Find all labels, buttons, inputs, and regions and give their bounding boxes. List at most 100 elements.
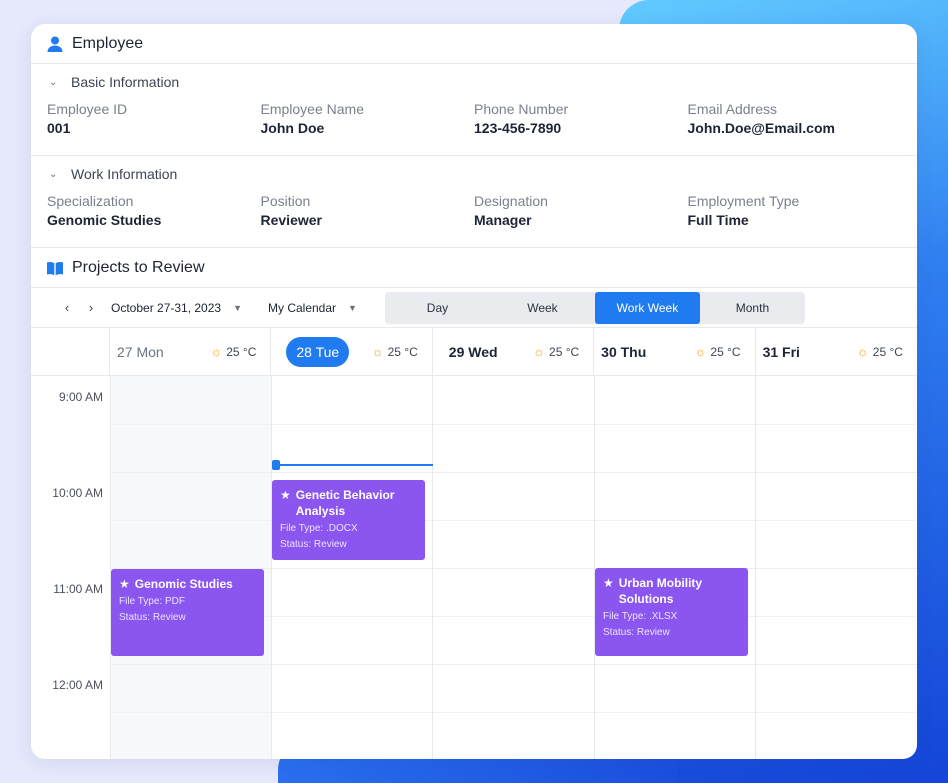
field-value: 123-456-7890 bbox=[474, 120, 562, 136]
day-label: 29 Wed bbox=[448, 343, 498, 360]
field-email-address: Email Address John.Doe@Email.com bbox=[688, 100, 902, 155]
weather: ☼ 25 °C bbox=[694, 344, 740, 359]
field-employee-name: Employee Name John Doe bbox=[261, 100, 475, 155]
field-employment-type: Employment Type Full Time bbox=[688, 192, 902, 247]
view-week-button[interactable]: Week bbox=[527, 300, 558, 315]
work-info-heading: Work Information bbox=[71, 166, 178, 182]
temperature: 25 °C bbox=[226, 344, 257, 359]
event-status: Status: Review bbox=[119, 612, 186, 623]
field-label: Phone Number bbox=[474, 101, 569, 117]
weather: ☼ 25 °C bbox=[857, 344, 903, 359]
grid-line bbox=[110, 712, 917, 713]
time-label: 9:00 AM bbox=[58, 390, 103, 404]
grid-line bbox=[110, 664, 917, 665]
prev-button[interactable]: ‹ bbox=[64, 300, 70, 315]
star-icon: ★ bbox=[603, 576, 614, 590]
employee-card: Employee ⌄ Basic Information Employee ID… bbox=[31, 24, 917, 759]
day-label-today: 28 Tue bbox=[286, 336, 350, 367]
calendar: 27 Mon ☼ 25 °C 28 Tue ☼ 25 °C 29 Wed ☼ 25 °… bbox=[31, 328, 917, 759]
view-work-week-button[interactable]: Work Week bbox=[594, 291, 700, 324]
field-position: Position Reviewer bbox=[261, 192, 475, 247]
temperature: 25 °C bbox=[710, 344, 741, 359]
temperature: 25 °C bbox=[549, 344, 580, 359]
day-header-mon[interactable]: 27 Mon ☼ 25 °C bbox=[110, 328, 272, 375]
event-genomic-studies[interactable]: ★ Genomic Studies File Type: PDF Status: … bbox=[111, 569, 264, 656]
field-value: John.Doe@Email.com bbox=[687, 120, 835, 136]
sun-icon: ☼ bbox=[694, 344, 707, 359]
field-label: Employee ID bbox=[47, 101, 128, 117]
day-label: 30 Thu bbox=[601, 343, 647, 360]
day-label: 27 Mon bbox=[117, 343, 164, 360]
field-value: Reviewer bbox=[260, 212, 322, 228]
event-file-type: File Type: .DOCX bbox=[280, 523, 358, 534]
field-label: Position bbox=[260, 193, 311, 209]
projects-title: Projects to Review bbox=[72, 258, 205, 276]
work-info-toggle[interactable]: ⌄ Work Information bbox=[31, 156, 917, 192]
field-label: Designation bbox=[474, 193, 548, 209]
grid-line bbox=[110, 568, 917, 569]
event-file-type: File Type: .XLSX bbox=[603, 611, 678, 622]
column-divider bbox=[271, 376, 272, 759]
day-header-fri[interactable]: 31 Fri ☼ 25 °C bbox=[756, 328, 917, 375]
day-header-tue[interactable]: 28 Tue ☼ 25 °C bbox=[271, 328, 433, 375]
projects-header: Projects to Review bbox=[31, 248, 917, 288]
next-button[interactable]: › bbox=[88, 300, 94, 315]
time-label: 10:00 AM bbox=[52, 486, 103, 500]
column-divider bbox=[110, 376, 111, 759]
day-header-wed[interactable]: 29 Wed ☼ 25 °C bbox=[433, 328, 595, 375]
event-urban-mobility-solutions[interactable]: ★ Urban Mobility Solutions File Type: .XL… bbox=[595, 568, 748, 656]
grid-line bbox=[110, 520, 917, 521]
user-icon bbox=[46, 35, 64, 53]
calendar-header: 27 Mon ☼ 25 °C 28 Tue ☼ 25 °C 29 Wed ☼ 25 °… bbox=[31, 328, 917, 376]
sun-icon: ☼ bbox=[533, 344, 546, 359]
employee-header: Employee bbox=[31, 24, 917, 64]
event-title-text: Urban Mobility Solutions bbox=[618, 576, 703, 606]
chevron-down-icon: ⌄ bbox=[49, 76, 58, 88]
date-range-label: October 27-31, 2023 bbox=[111, 300, 222, 315]
view-day-button[interactable]: Day bbox=[426, 300, 449, 315]
caret-down-icon: ▼ bbox=[233, 302, 242, 313]
basic-info-toggle[interactable]: ⌄ Basic Information bbox=[31, 64, 917, 100]
field-value: Manager bbox=[474, 212, 532, 228]
day-header-thu[interactable]: 30 Thu ☼ 25 °C bbox=[594, 328, 756, 375]
event-genetic-behavior-analysis[interactable]: ★ Genetic Behavior Analysis File Type: .D… bbox=[272, 480, 425, 560]
calendar-label: My Calendar bbox=[268, 300, 337, 315]
employee-title: Employee bbox=[72, 34, 144, 52]
view-switcher: Day Week Work Week Month bbox=[384, 291, 805, 324]
event-file-type: File Type: PDF bbox=[119, 596, 185, 607]
grid-line bbox=[110, 616, 917, 617]
time-gutter-header bbox=[31, 328, 110, 375]
time-label: 11:00 AM bbox=[53, 582, 103, 596]
calendar-toolbar: ‹ › October 27-31, 2023 ▼ My Calendar ▼ … bbox=[31, 288, 917, 328]
field-label: Employment Type bbox=[687, 193, 800, 209]
current-time-line bbox=[272, 464, 433, 466]
field-value: John Doe bbox=[260, 120, 325, 136]
view-month-button[interactable]: Month bbox=[735, 300, 770, 315]
column-divider bbox=[432, 376, 433, 759]
calendar-grid[interactable]: 9:00 AM 10:00 AM 11:00 AM 12:00 AM ★ Gene… bbox=[31, 376, 917, 759]
field-value: Full Time bbox=[687, 212, 749, 228]
field-label: Specialization bbox=[47, 193, 134, 209]
field-phone-number: Phone Number 123-456-7890 bbox=[474, 100, 688, 155]
basic-info-fields: Employee ID 001 Employee Name John Doe P… bbox=[31, 100, 917, 156]
temperature: 25 °C bbox=[387, 344, 418, 359]
weather: ☼ 25 °C bbox=[533, 344, 579, 359]
event-title: ★ Urban Mobility Solutions bbox=[603, 575, 740, 607]
sun-icon: ☼ bbox=[210, 344, 223, 359]
date-range-dropdown[interactable]: October 27-31, 2023 ▼ bbox=[111, 301, 242, 315]
column-divider bbox=[594, 376, 595, 759]
field-value: 001 bbox=[47, 120, 71, 136]
work-info-fields: Specialization Genomic Studies Position … bbox=[31, 192, 917, 248]
weather: ☼ 25 °C bbox=[372, 344, 418, 359]
day-label: 31 Fri bbox=[762, 343, 800, 360]
field-employee-id: Employee ID 001 bbox=[47, 100, 261, 155]
field-value: Genomic Studies bbox=[47, 212, 162, 228]
event-status: Status: Review bbox=[280, 539, 347, 550]
chevron-down-icon: ⌄ bbox=[49, 168, 58, 180]
weather: ☼ 25 °C bbox=[210, 344, 256, 359]
star-icon: ★ bbox=[280, 488, 291, 502]
event-status: Status: Review bbox=[603, 627, 670, 638]
sun-icon: ☼ bbox=[371, 344, 384, 359]
calendar-dropdown[interactable]: My Calendar ▼ bbox=[268, 301, 357, 315]
sun-icon: ☼ bbox=[856, 344, 869, 359]
